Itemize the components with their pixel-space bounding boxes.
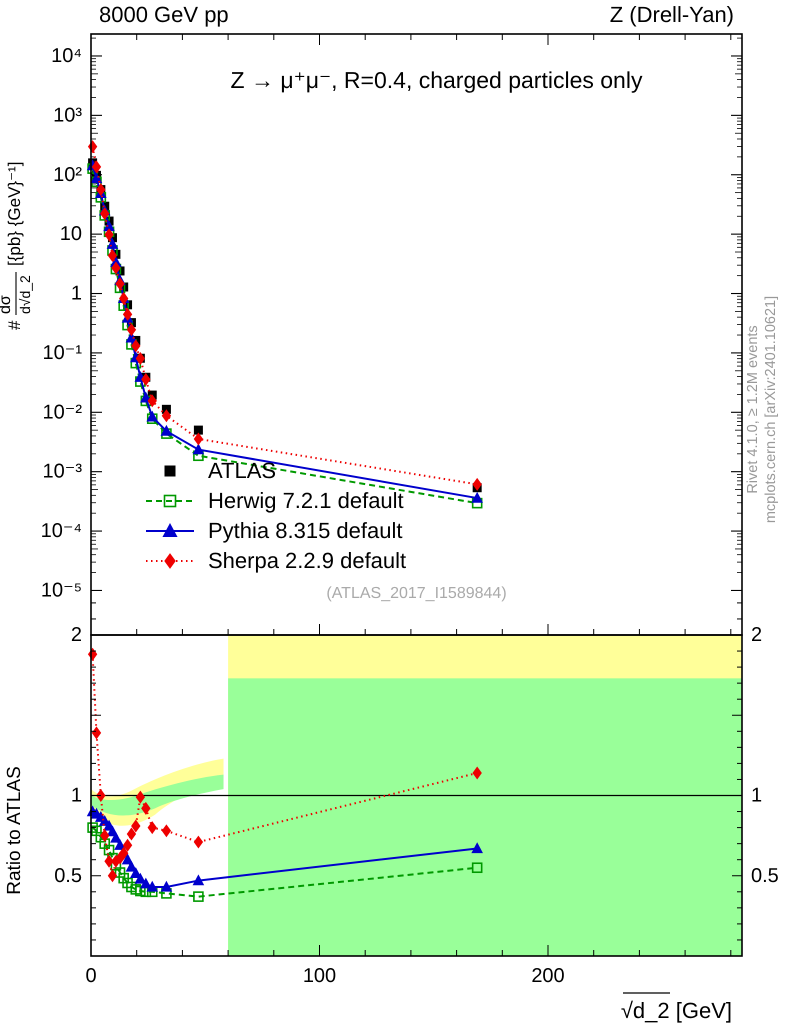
svg-text:[{pb} {GeV}⁻¹]: [{pb} {GeV}⁻¹] <box>5 162 24 266</box>
svg-text:Pythia 8.315 default: Pythia 8.315 default <box>208 518 402 543</box>
svg-text:#: # <box>5 320 24 330</box>
svg-text:2: 2 <box>71 624 82 646</box>
svg-text:10: 10 <box>60 223 82 245</box>
svg-text:2: 2 <box>751 624 762 646</box>
svg-text:10³: 10³ <box>53 104 82 126</box>
svg-text:ATLAS: ATLAS <box>208 458 276 483</box>
svg-text:Z (Drell-Yan): Z (Drell-Yan) <box>610 2 734 27</box>
svg-text:0.5: 0.5 <box>751 865 779 887</box>
svg-text:1: 1 <box>751 785 762 807</box>
svg-text:(ATLAS_2017_I1589844): (ATLAS_2017_I1589844) <box>326 585 506 602</box>
svg-text:10⁻⁴: 10⁻⁴ <box>41 520 82 542</box>
svg-text:1: 1 <box>71 283 82 305</box>
svg-text:100: 100 <box>303 965 336 987</box>
svg-text:Sherpa 2.2.9 default: Sherpa 2.2.9 default <box>208 548 406 573</box>
svg-text:0.5: 0.5 <box>54 865 82 887</box>
svg-text:10⁻³: 10⁻³ <box>43 461 83 483</box>
svg-text:Rivet 4.1.0, ≥ 1.2M events: Rivet 4.1.0, ≥ 1.2M events <box>745 325 761 493</box>
svg-text:10⁻¹: 10⁻¹ <box>43 342 83 364</box>
svg-text:√d_2 [GeV]: √d_2 [GeV] <box>621 998 732 1023</box>
svg-text:10⁻⁵: 10⁻⁵ <box>41 579 82 601</box>
svg-text:mcplots.cern.ch [arXiv:2401.10: mcplots.cern.ch [arXiv:2401.10621] <box>763 296 779 523</box>
svg-text:d√d_2: d√d_2 <box>17 275 33 314</box>
svg-text:8000 GeV pp: 8000 GeV pp <box>99 2 229 27</box>
svg-text:Z → μ⁺μ⁻, R=0.4, charged parti: Z → μ⁺μ⁻, R=0.4, charged particles only <box>231 67 643 93</box>
svg-text:200: 200 <box>531 965 564 987</box>
svg-text:0: 0 <box>85 965 96 987</box>
svg-text:Herwig 7.2.1 default: Herwig 7.2.1 default <box>208 488 404 513</box>
svg-text:10²: 10² <box>53 164 82 186</box>
svg-text:Ratio to ATLAS: Ratio to ATLAS <box>4 766 25 895</box>
svg-text:10⁻²: 10⁻² <box>43 401 83 423</box>
svg-text:dσ: dσ <box>0 295 14 314</box>
svg-text:1: 1 <box>71 785 82 807</box>
svg-text:10⁴: 10⁴ <box>51 45 82 67</box>
